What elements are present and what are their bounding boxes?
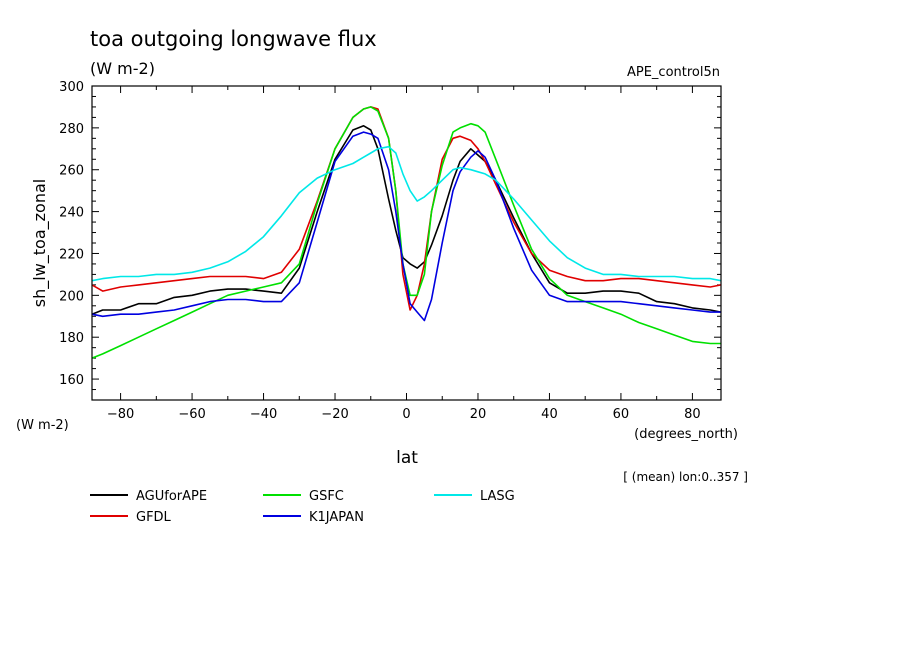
legend-label-aguforape: AGUforAPE xyxy=(136,489,207,504)
x-tick-label: −40 xyxy=(250,407,277,422)
x-tick-label: 80 xyxy=(684,407,701,422)
x-tick-labels: −80 −60 −40 −20 0 20 40 60 80 xyxy=(107,407,701,422)
y-tick-label: 260 xyxy=(59,164,84,179)
x-axis-label: lat xyxy=(396,448,418,468)
y-axis-label: sh_lw_toa_zonal xyxy=(30,179,50,307)
axis-ticks xyxy=(92,85,721,400)
y-tick-labels: 160 180 200 220 240 260 280 300 xyxy=(59,80,84,388)
legend: AGUforAPE GFDL GSFC K1JAPAN LASG xyxy=(90,489,515,525)
run-label: APE_control5n xyxy=(627,65,720,80)
y-tick-label: 180 xyxy=(59,331,84,346)
y-tick-label: 160 xyxy=(59,373,84,388)
legend-label-gsfc: GSFC xyxy=(309,489,344,504)
x-tick-label: −20 xyxy=(321,407,348,422)
y-tick-label: 200 xyxy=(59,289,84,304)
series-line-k1japan xyxy=(91,131,721,322)
legend-label-k1japan: K1JAPAN xyxy=(309,510,364,525)
x-tick-label: 60 xyxy=(613,407,630,422)
series-line-aguforape xyxy=(91,125,722,315)
x-axis-units: (degrees_north) xyxy=(634,427,738,442)
chart-title: toa outgoing longwave flux xyxy=(90,27,377,51)
y-axis-units: (W m-2) xyxy=(16,418,69,433)
y-tick-label: 220 xyxy=(59,247,84,262)
x-tick-label: −60 xyxy=(178,407,205,422)
footnote: [ (mean) lon:0..357 ] xyxy=(623,470,748,484)
x-tick-label: 20 xyxy=(470,407,487,422)
y-tick-label: 240 xyxy=(59,206,84,221)
legend-label-gfdl: GFDL xyxy=(136,510,172,525)
y-tick-label: 280 xyxy=(59,122,84,137)
y-tick-label: 300 xyxy=(59,80,84,95)
x-tick-label: 0 xyxy=(402,407,410,422)
series-line-gfdl xyxy=(91,106,722,311)
series-line-lasg xyxy=(91,145,722,282)
chart-units: (W m-2) xyxy=(90,59,155,78)
x-tick-label: −80 xyxy=(107,407,134,422)
x-tick-label: 40 xyxy=(541,407,558,422)
series-line-gsfc xyxy=(91,106,721,359)
plot-frame xyxy=(91,85,722,401)
series-lines xyxy=(91,106,722,359)
legend-label-lasg: LASG xyxy=(480,489,515,504)
